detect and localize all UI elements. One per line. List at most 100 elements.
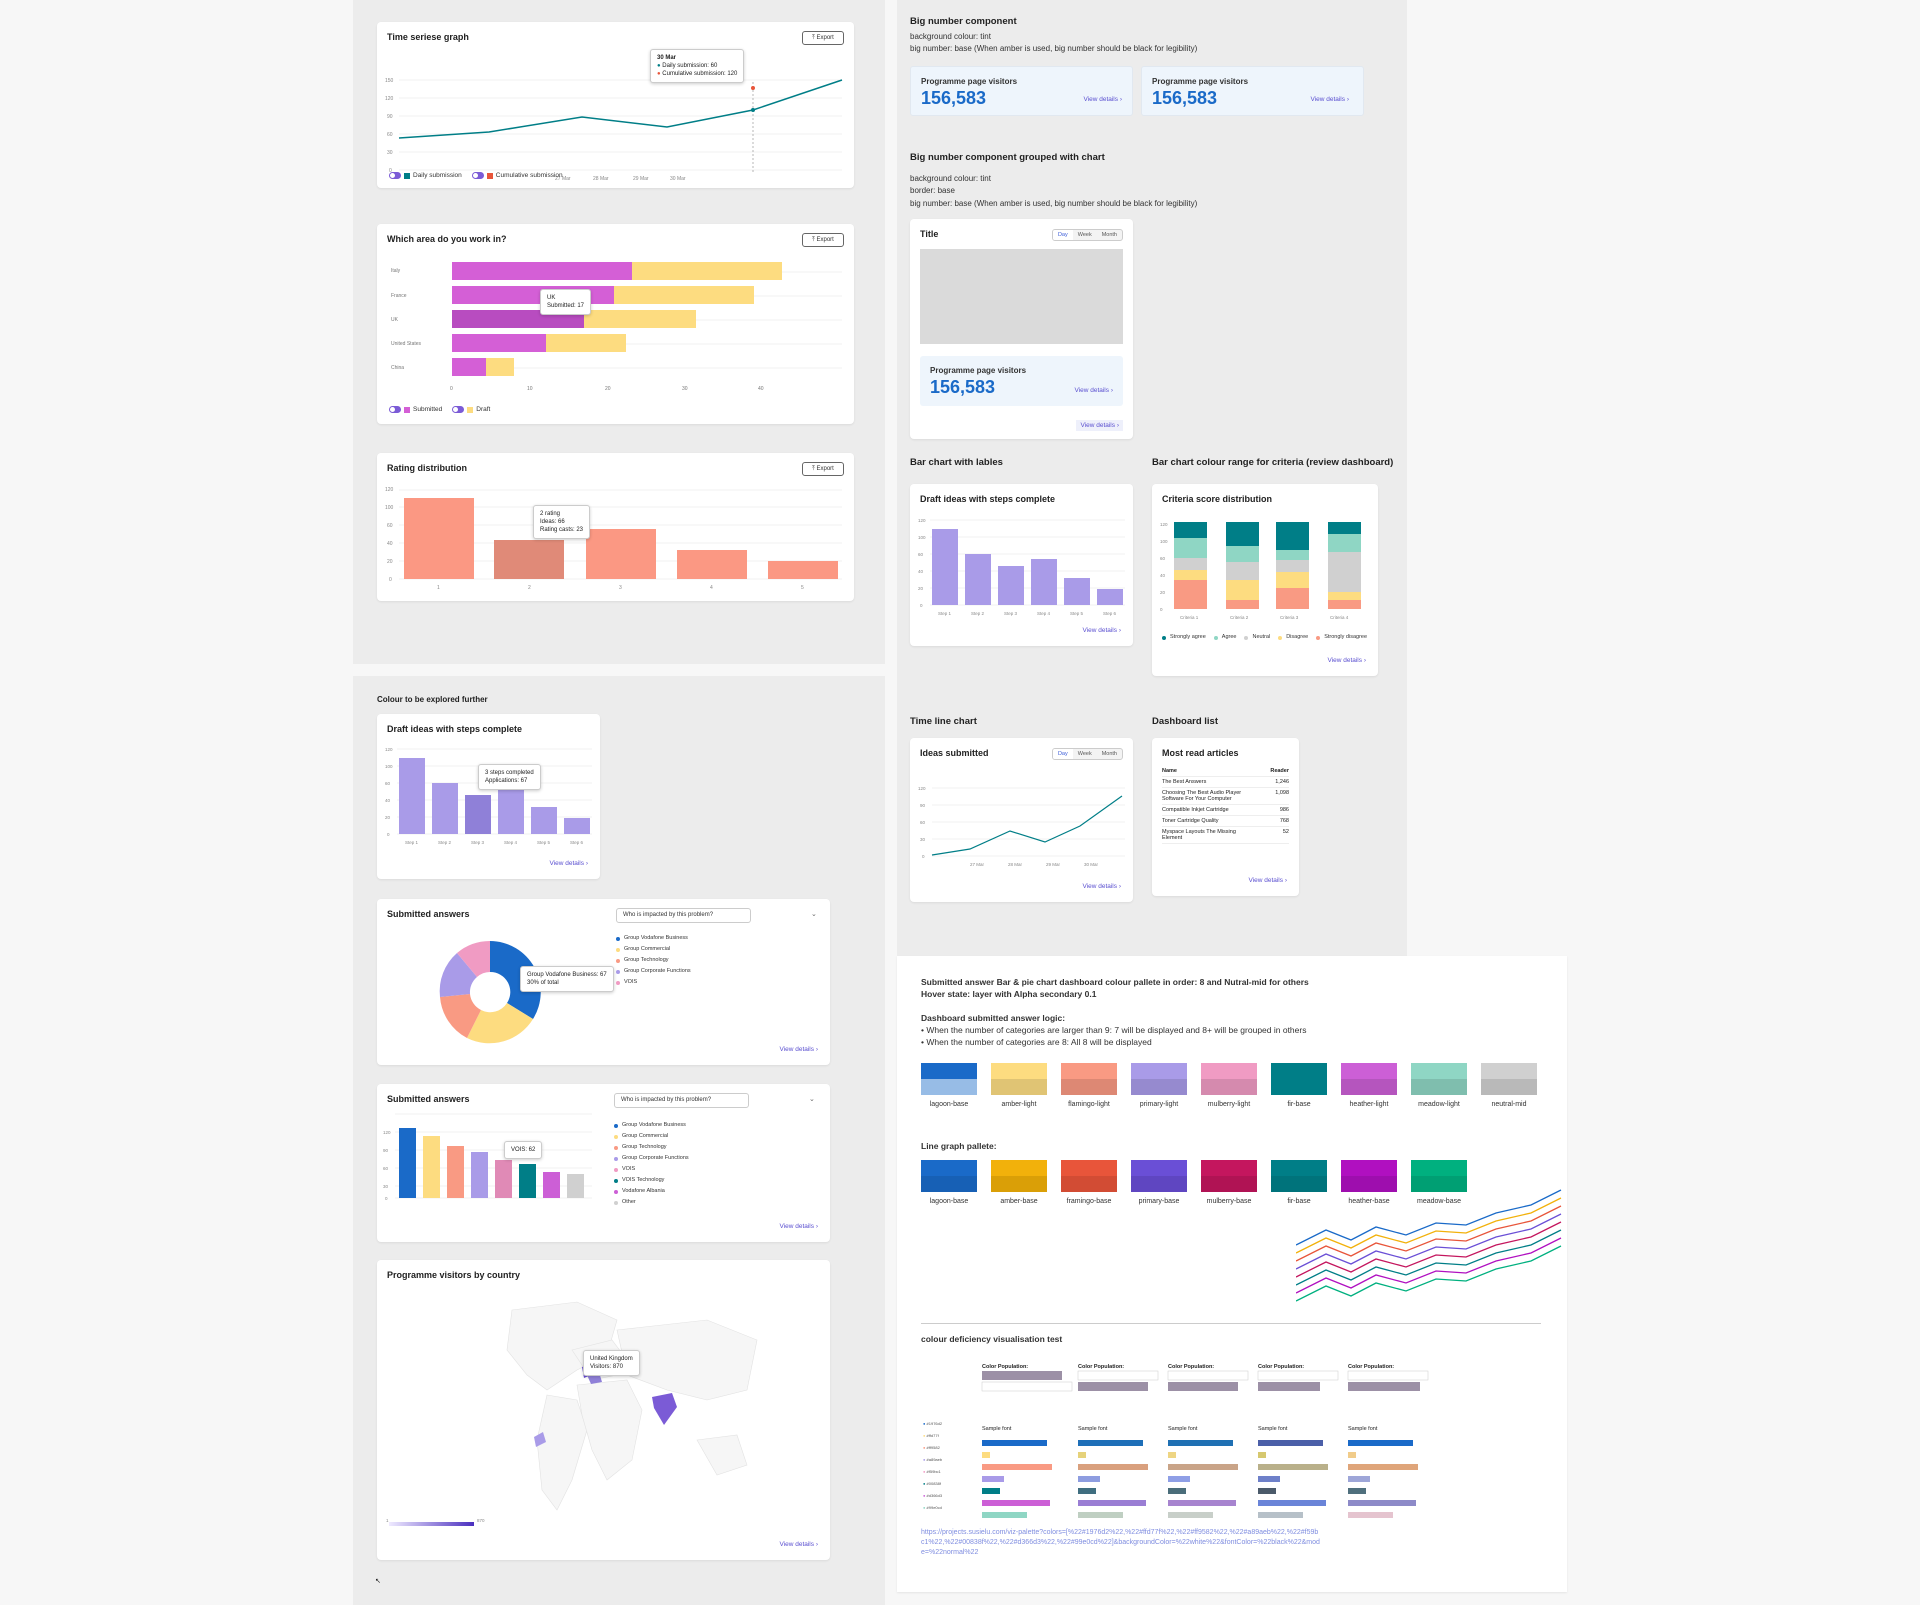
export-button[interactable]: ⤒ Export xyxy=(802,462,844,476)
table-row[interactable]: Compatible Inkjet Cartridge 986 xyxy=(1162,805,1289,816)
svg-text:10: 10 xyxy=(527,386,533,392)
draft-ideas-chart: 0 20 40 60 100 120 Step 1 Step 2 Step 3 Step 4 St… xyxy=(385,747,592,845)
svg-text:Step 4: Step 4 xyxy=(1037,611,1051,616)
svg-text:Step 2: Step 2 xyxy=(438,840,452,845)
svg-text:90: 90 xyxy=(383,1148,389,1153)
svg-text:Color Population:: Color Population: xyxy=(1258,1364,1304,1370)
toggle-submitted[interactable]: Submitted xyxy=(389,406,442,413)
card-title: Time seriese graph xyxy=(387,32,469,42)
rating-card: Rating distribution ⤒ Export 0 20 40 60 100 1… xyxy=(377,453,854,601)
cdt-swatches: ● #1976d2 ● #ffd77f ● #ff9582 ● #a89aeb ● #… xyxy=(923,1421,943,1510)
view-details-link[interactable]: View details › xyxy=(779,1223,818,1230)
view-details-link[interactable]: View details › xyxy=(549,860,588,867)
palette-heading-1: Submitted answer Bar & pie chart dashboa… xyxy=(921,977,1309,987)
time-series-card: Time seriese graph ⤒ Export 0 30 60 90 120 15… xyxy=(377,22,854,188)
grouped-desc-3: big number: base (When amber is used, bi… xyxy=(910,199,1198,208)
view-details-link[interactable]: View details › xyxy=(1310,96,1349,103)
period-toggle[interactable]: Day Week Month xyxy=(1051,229,1123,241)
table-row[interactable]: Choosing The Best Audio Player Software … xyxy=(1162,788,1289,805)
svg-text:2: 2 xyxy=(528,585,531,591)
big-number-card: Programme page visitors 156,583 View deta… xyxy=(910,66,1133,116)
svg-text:20: 20 xyxy=(387,559,393,565)
chevron-down-icon[interactable]: ⌄ xyxy=(811,911,817,918)
view-details-link[interactable]: View details › xyxy=(1076,420,1123,431)
export-button[interactable]: ⤒ Export xyxy=(802,233,844,247)
svg-text:120: 120 xyxy=(383,1130,391,1135)
india-region xyxy=(652,1393,677,1425)
cdt-title: colour deficiency visualisation test xyxy=(921,1334,1063,1344)
svg-text:30 Mar: 30 Mar xyxy=(670,176,686,182)
section-title: Colour to be explored further xyxy=(377,695,488,704)
impact-dropdown[interactable]: Who is impacted by this problem? xyxy=(614,1093,749,1108)
svg-text:30: 30 xyxy=(920,837,926,842)
svg-text:Sample font: Sample font xyxy=(1168,1426,1198,1432)
view-details-link[interactable]: View details › xyxy=(779,1541,818,1548)
view-details-link[interactable]: View details › xyxy=(1074,387,1113,394)
timeline-chart: 0 30 60 90 120 27 Mar 28 Mar 29 Mar 30 Mar xyxy=(918,786,1125,867)
line-palette-sample xyxy=(1296,1189,1562,1302)
svg-text:20: 20 xyxy=(605,386,611,392)
svg-text:40: 40 xyxy=(385,798,391,803)
answers-legend: Group Vodafone Business Group Commercial… xyxy=(614,1120,689,1208)
svg-text:60: 60 xyxy=(387,132,393,138)
svg-text:France: France xyxy=(391,293,407,299)
svg-text:5: 5 xyxy=(801,585,804,591)
table-row[interactable]: The Best Answers 1,246 xyxy=(1162,777,1289,788)
svg-text:40: 40 xyxy=(387,541,393,547)
bar-labels-chart: 0 20 40 60 100 120 Step 1 Step 2 Step 3 Step 4 St… xyxy=(918,518,1125,616)
view-details-link[interactable]: View details › xyxy=(1327,657,1366,664)
svg-text:60: 60 xyxy=(383,1166,389,1171)
svg-text:0: 0 xyxy=(920,603,923,608)
view-details-link[interactable]: View details › xyxy=(779,1046,818,1053)
answers-tooltip: VOIS: 62 xyxy=(504,1141,543,1159)
view-details-link[interactable]: View details › xyxy=(1082,883,1121,890)
svg-text:60: 60 xyxy=(1160,556,1166,561)
toggle-daily[interactable]: Daily submission xyxy=(389,172,462,179)
svg-text:Color Population:: Color Population: xyxy=(1348,1364,1394,1370)
bars-answers-card: Submitted answers Who is impacted by thi… xyxy=(377,1084,830,1242)
period-toggle[interactable]: Day Week Month xyxy=(1051,748,1123,760)
view-details-link[interactable]: View details › xyxy=(1248,877,1287,884)
section-title: Bar chart with lables xyxy=(910,457,1003,468)
toggle-draft[interactable]: Draft xyxy=(452,406,490,413)
card-title: Title xyxy=(920,229,939,239)
articles-table: Name Reader The Best Answers 1,246 Choosin… xyxy=(1162,766,1289,844)
svg-text:100: 100 xyxy=(385,764,393,769)
draft-ideas-card: Draft ideas with steps complete 0 20 40 60 1… xyxy=(377,714,600,879)
svg-text:60: 60 xyxy=(387,523,393,529)
svg-text:1: 1 xyxy=(437,585,440,591)
chart-placeholder xyxy=(920,249,1123,344)
table-row[interactable]: Myspace Layouts The Missing Element 52 xyxy=(1162,827,1289,844)
donut-card: Submitted answers Who is impacted by thi… xyxy=(377,899,830,1065)
svg-text:4: 4 xyxy=(710,585,713,591)
card-title: Programme visitors by country xyxy=(387,1270,521,1280)
grouped-title: Big number component grouped with chart xyxy=(910,152,1105,163)
scale-max: 870 xyxy=(477,1518,485,1523)
export-button[interactable]: ⤒ Export xyxy=(802,31,844,45)
toggle-cumulative[interactable]: Cumulative submission xyxy=(471,172,563,179)
grouped-desc-1: background colour: tint xyxy=(910,174,991,183)
svg-text:3: 3 xyxy=(619,585,622,591)
legend: Submitted Draft xyxy=(389,406,490,413)
criteria-legend: Strongly agree Agree Neutral Disagree St… xyxy=(1162,632,1367,643)
chevron-down-icon[interactable]: ⌄ xyxy=(809,1096,815,1103)
svg-text:0: 0 xyxy=(922,854,925,859)
svg-text:120: 120 xyxy=(918,518,926,523)
svg-text:Step 3: Step 3 xyxy=(471,840,485,845)
logic-title: Dashboard submitted answer logic: xyxy=(921,1013,1066,1023)
view-details-link[interactable]: View details › xyxy=(1083,96,1122,103)
table-row[interactable]: Toner Cartridge Quality 768 xyxy=(1162,816,1289,827)
impact-dropdown[interactable]: Who is impacted by this problem? xyxy=(616,908,751,923)
svg-text:90: 90 xyxy=(387,114,393,120)
svg-text:Step 5: Step 5 xyxy=(537,840,551,845)
svg-text:100: 100 xyxy=(385,505,394,511)
svg-text:40: 40 xyxy=(758,386,764,392)
palette-link[interactable]: https://projects.susielu.com/viz-palette… xyxy=(921,1529,1320,1556)
view-details-link[interactable]: View details › xyxy=(1082,627,1121,634)
cdt-panels: Color Population: Sample font Color Popul… xyxy=(981,1364,1429,1518)
bignum-desc-2: big number: base (When amber is used, bi… xyxy=(910,44,1198,53)
criteria-chart: 0 20 40 60 100 120 Criteria 1 Criteria 2 Criter… xyxy=(1160,522,1361,620)
svg-text:Criteria 3: Criteria 3 xyxy=(1280,615,1299,620)
line-palette: lagoon-base amber-base framingo-base pri… xyxy=(921,1160,1467,1205)
svg-text:29 Mar: 29 Mar xyxy=(1046,862,1061,867)
